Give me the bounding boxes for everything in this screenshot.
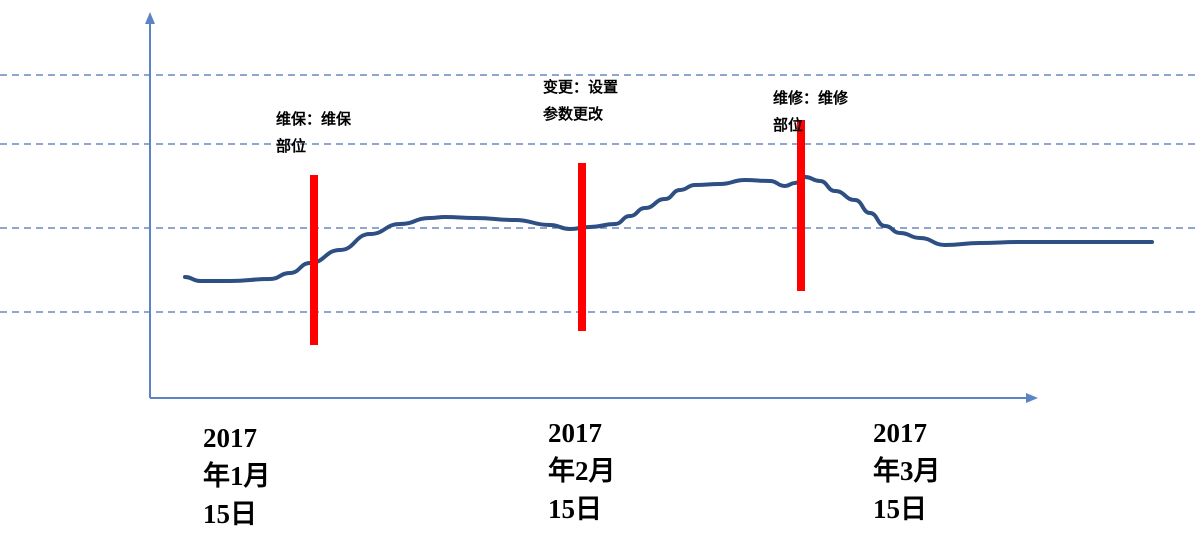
x-tick-label: 15日 (203, 499, 257, 529)
event-annotation: 变更：设置 (543, 78, 618, 96)
x-tick-label: 15日 (548, 494, 602, 524)
x-tick-label: 2017 (548, 418, 602, 448)
axes (145, 12, 1038, 403)
event-marker (310, 175, 318, 345)
x-tick-label: 2017 (203, 423, 257, 453)
series-line (183, 175, 1154, 283)
event-annotation: 部位 (276, 137, 306, 155)
x-tick-label: 年2月 (548, 455, 616, 486)
x-tick-label: 年3月 (873, 455, 941, 486)
event-marker (578, 163, 586, 331)
x-tick-labels: 2017 年1月 15日 2017 年2月 15日 2017 年3月 15日 (203, 418, 941, 529)
event-annotation: 维保：维保 (276, 110, 352, 128)
x-tick-label: 2017 (873, 418, 927, 448)
y-axis-arrow (145, 12, 155, 24)
event-marker (797, 120, 805, 291)
x-tick-label: 15日 (873, 494, 927, 524)
x-tick-label: 年1月 (203, 460, 271, 491)
event-annotation: 参数更改 (543, 105, 604, 123)
x-axis-arrow (1026, 393, 1038, 403)
event-markers (310, 120, 805, 345)
event-annotation: 部位 (773, 116, 803, 134)
event-annotation: 维修：维修 (773, 89, 849, 107)
